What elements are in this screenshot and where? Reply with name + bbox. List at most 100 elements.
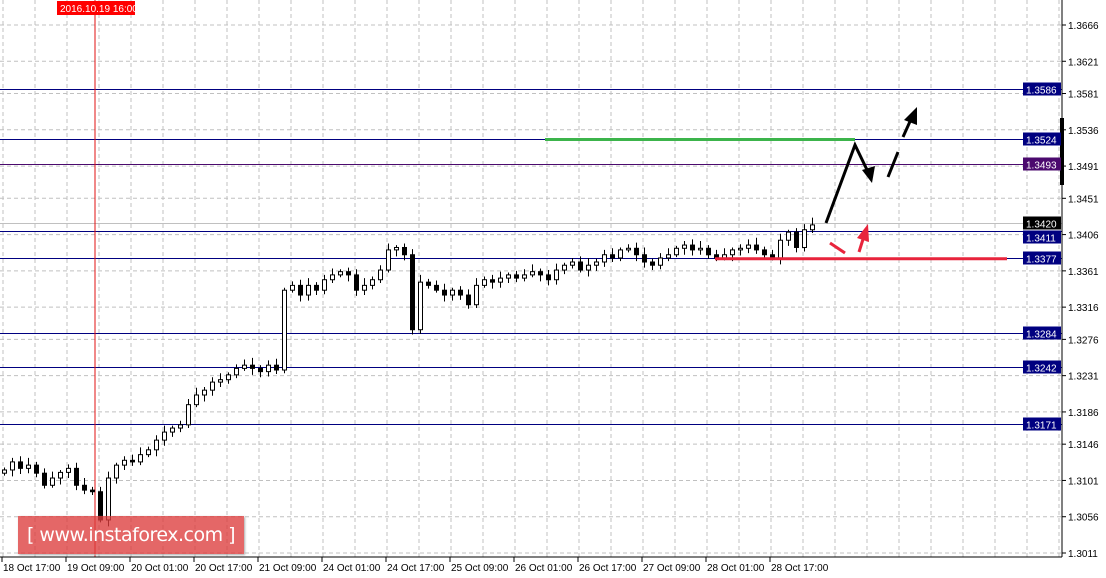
candle (186, 399, 191, 429)
candle (370, 276, 375, 290)
candle-body-bear (346, 271, 351, 276)
candle (394, 245, 399, 257)
candle-body-bull (386, 249, 391, 271)
candle (162, 425, 167, 446)
candle (82, 478, 87, 495)
candle (354, 269, 359, 296)
candle (594, 258, 599, 271)
candle-body-bull (122, 459, 127, 466)
candle (506, 272, 511, 283)
candle-body-bull (66, 467, 71, 473)
time-tick-label: 20 Oct 17:00 (195, 563, 253, 574)
candle (810, 217, 815, 233)
candle-body-bear (490, 279, 495, 283)
candle (306, 278, 311, 301)
candle-body-bull (562, 264, 567, 271)
candle-body-bull (802, 229, 807, 248)
candle (410, 249, 415, 335)
candle (266, 360, 271, 377)
level-label-bg (1023, 360, 1061, 374)
candle-body-bull (554, 269, 559, 281)
candle (290, 281, 295, 293)
candle (298, 279, 303, 302)
candle (674, 245, 679, 258)
candle-body-bull (282, 289, 287, 371)
candle (450, 287, 455, 301)
candle-body-bull (26, 464, 31, 469)
candle (794, 228, 799, 253)
horizontal-levels (0, 89, 1062, 425)
candle-body-bull (378, 269, 383, 281)
price-tick-label: 1.3186 (1068, 408, 1099, 419)
candle-body-bull (530, 271, 535, 276)
candle-body-bull (170, 427, 175, 433)
candle-body-bear (642, 254, 647, 263)
scale-drag-handle[interactable] (1060, 118, 1064, 185)
level-label: 1.3493 (1026, 161, 1057, 172)
candle-body-bull (194, 394, 199, 406)
candle-body-bull (362, 284, 367, 291)
candle-body-bear (434, 284, 439, 291)
arrowhead-up-icon (904, 107, 917, 125)
candle-body-bull (618, 249, 623, 259)
candle-body-bear (650, 261, 655, 266)
candle (314, 282, 319, 296)
candle-body-bull (658, 257, 663, 266)
candle (58, 469, 63, 485)
candle-body-bear (314, 284, 319, 291)
candle-body-bear (762, 249, 767, 256)
candle-body-bear (794, 231, 799, 248)
candle-body-bull (58, 471, 63, 479)
candle-body-bear (634, 247, 639, 256)
candle (682, 241, 687, 255)
candle-body-bear (34, 464, 39, 474)
level-label: 1.3377 (1026, 255, 1057, 266)
candle (434, 280, 439, 293)
candle (706, 245, 711, 259)
candle (442, 283, 447, 302)
candle-body-bull (394, 246, 399, 251)
time-axis[interactable]: 18 Oct 17:00 19 Oct 09:00 20 Oct 01:00 20 O… (1, 557, 829, 574)
forecast-arrow-primary (824, 141, 872, 224)
candle (26, 457, 31, 474)
candle-body-bear (258, 367, 263, 373)
alt-arrow-dash (829, 241, 846, 255)
price-tick-label: 1.3536 (1068, 126, 1099, 137)
candle-body-bull (586, 264, 591, 271)
candle (618, 247, 623, 262)
candle-body-bull (666, 254, 671, 259)
candle (562, 262, 567, 275)
candle-body-bear (578, 261, 583, 271)
candle (234, 364, 239, 379)
price-tick-label: 1.3231 (1068, 372, 1099, 383)
candle-body-bull (810, 224, 815, 231)
candle-body-bull (570, 261, 575, 266)
candle (738, 244, 743, 256)
candle-body-bull (674, 247, 679, 256)
forecast-arrow-alt-dash (886, 151, 900, 178)
candle-body-bull (506, 274, 511, 279)
time-tick-label: 24 Oct 01:00 (323, 563, 381, 574)
candle-body-bear (410, 254, 415, 331)
candle (426, 278, 431, 289)
time-tick-label: 28 Oct 01:00 (707, 563, 765, 574)
grid (0, 0, 1062, 557)
candle (762, 246, 767, 258)
candle (242, 359, 247, 371)
candle-body-bear (82, 484, 87, 491)
svg-text:2016.10.19 16:00: 2016.10.19 16:00 (60, 4, 138, 15)
time-tick-label: 26 Oct 01:00 (515, 563, 573, 574)
level-label-bg (1023, 82, 1061, 96)
price-tick-label: 1.3491 (1068, 162, 1099, 173)
candle (786, 229, 791, 246)
candle-body-bear (458, 289, 463, 296)
candle-body-bull (594, 261, 599, 266)
candle-body-bull (106, 477, 111, 521)
candle (346, 267, 351, 282)
time-tick-label: 28 Oct 17:00 (771, 563, 829, 574)
price-axis[interactable]: 1.3666 1.3621 1.3581 1.3536 1.3491 1.3451 1.34… (1062, 21, 1099, 560)
level-label-bg (1023, 326, 1061, 340)
candle-body-bull (226, 374, 231, 381)
candle-body-bull (290, 284, 295, 291)
